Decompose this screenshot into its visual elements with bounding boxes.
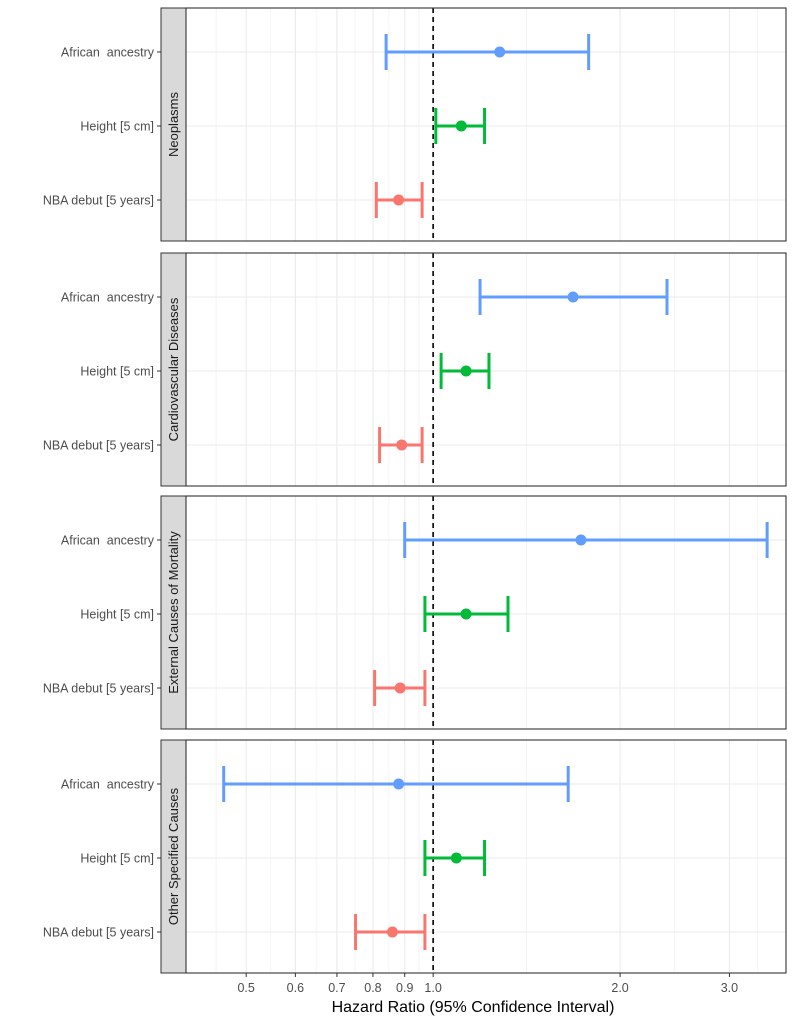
facet-panel: Cardiovascular Diseases African ancestry H… — [43, 252, 787, 487]
y-tick-label: NBA debut [5 years] — [43, 194, 154, 208]
panel-border — [185, 495, 787, 730]
hazard-ratio-point — [394, 682, 406, 694]
y-tick-label: African ancestry — [61, 46, 155, 60]
x-tick-label: 0.9 — [396, 981, 413, 995]
facet-strip-label: Neoplasms — [166, 91, 181, 157]
y-tick-label: Height [5 cm] — [80, 608, 154, 622]
y-tick-label: Height [5 cm] — [80, 365, 154, 379]
y-tick-label: Height [5 cm] — [80, 120, 154, 134]
hazard-ratio-point — [460, 608, 472, 620]
facet-strip-label: External Causes of Mortality — [166, 531, 181, 694]
x-tick-label: 0.7 — [328, 981, 345, 995]
y-tick-label: Height [5 cm] — [80, 852, 154, 866]
hazard-ratio-point — [567, 291, 579, 303]
hazard-ratio-point — [450, 852, 462, 864]
panel-border — [185, 739, 787, 974]
facet-panel: External Causes of Mortality African ance… — [43, 495, 787, 730]
facet-panel: Neoplasms African ancestry Height [5 cm] NB… — [43, 7, 787, 242]
x-axis: 0.5 0.6 0.7 0.8 0.9 1.0 2.0 3.0 — [237, 973, 738, 995]
panel-border — [185, 252, 787, 487]
y-tick-label: African ancestry — [61, 291, 155, 305]
hazard-ratio-point — [460, 365, 472, 377]
hazard-ratio-point — [455, 120, 467, 132]
x-axis-title: Hazard Ratio (95% Confidence Interval) — [332, 999, 615, 1016]
facet-strip — [160, 252, 187, 487]
x-tick-label: 0.8 — [364, 981, 381, 995]
facet-strip — [160, 739, 187, 974]
facet-panel: Other Specified Causes African ancestry He… — [43, 739, 787, 974]
y-tick-label: NBA debut [5 years] — [43, 439, 154, 453]
hazard-ratio-point — [393, 778, 405, 790]
hazard-ratio-point — [575, 534, 587, 546]
facet-strip-label: Other Specified Causes — [166, 787, 181, 925]
x-tick-label: 0.6 — [287, 981, 304, 995]
x-tick-label: 2.0 — [611, 981, 628, 995]
hazard-ratio-point — [393, 194, 405, 206]
facet-strip-label: Cardiovascular Diseases — [166, 297, 181, 441]
panel-border — [185, 7, 787, 242]
x-tick-label: 1.0 — [424, 981, 441, 995]
facet-strip — [160, 7, 187, 242]
hazard-ratio-point — [396, 439, 408, 451]
y-tick-label: African ancestry — [61, 534, 155, 548]
y-tick-label: African ancestry — [61, 778, 155, 792]
hazard-ratio-point — [494, 46, 506, 58]
hazard-ratio-point — [386, 926, 398, 938]
y-tick-label: NBA debut [5 years] — [43, 682, 154, 696]
x-tick-label: 3.0 — [721, 981, 738, 995]
x-tick-label: 0.5 — [237, 981, 254, 995]
panels-layer: Neoplasms African ancestry Height [5 cm] NB… — [43, 7, 787, 974]
y-tick-label: NBA debut [5 years] — [43, 926, 154, 940]
